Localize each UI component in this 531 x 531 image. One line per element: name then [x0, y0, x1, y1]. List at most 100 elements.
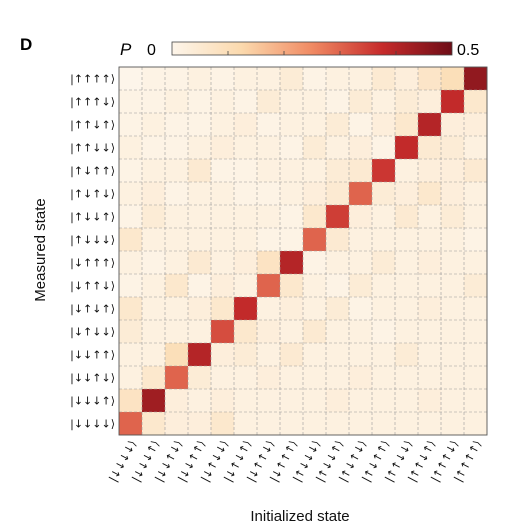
heatmap-cell	[257, 366, 281, 390]
heatmap-cell	[349, 366, 373, 390]
heatmap-cell	[142, 159, 166, 183]
heatmap-cell	[234, 343, 258, 367]
heatmap-cell	[395, 343, 419, 367]
heatmap-cell	[280, 320, 304, 344]
heatmap-cell	[326, 343, 350, 367]
heatmap-cell	[349, 412, 373, 436]
heatmap-cell	[234, 182, 258, 206]
heatmap-cell	[326, 136, 350, 160]
heatmap-cell	[165, 389, 189, 413]
heatmap-cell	[395, 67, 419, 91]
y-tick-labels: |↑↑↑↑⟩ |↑↑↑↓⟩ |↑↑↓↑⟩ |↑↑↓↓⟩ |↑↓↑↑⟩ |↑↓↑↓⟩ |↑↓↓…	[70, 73, 115, 431]
heatmap-cell	[119, 159, 143, 183]
heatmap-cell	[464, 67, 488, 91]
heatmap-cell	[303, 228, 327, 252]
heatmap-cell	[303, 412, 327, 436]
heatmap-cell	[188, 412, 212, 436]
heatmap-cell	[372, 67, 396, 91]
heatmap-cell	[464, 136, 488, 160]
heatmap-cell	[142, 67, 166, 91]
heatmap-cell	[188, 205, 212, 229]
heatmap-cell	[211, 67, 235, 91]
heatmap-cell	[303, 320, 327, 344]
heatmap-cell	[349, 159, 373, 183]
heatmap-cell	[257, 205, 281, 229]
heatmap-cell	[418, 366, 442, 390]
heatmap-cell	[257, 320, 281, 344]
heatmap-cell	[211, 90, 235, 114]
heatmap-cell	[280, 159, 304, 183]
heatmap-cell	[211, 320, 235, 344]
heatmap-cell	[188, 343, 212, 367]
heatmap-cell	[188, 297, 212, 321]
heatmap-cell	[142, 205, 166, 229]
heatmap-cell	[395, 205, 419, 229]
heatmap-cell	[418, 228, 442, 252]
heatmap-cell	[211, 159, 235, 183]
heatmap-cell	[119, 182, 143, 206]
heatmap-cell	[142, 297, 166, 321]
heatmap-cell	[234, 228, 258, 252]
heatmap-cell	[165, 320, 189, 344]
heatmap-cell	[142, 274, 166, 298]
heatmap-cell	[418, 159, 442, 183]
heatmap-cell	[326, 297, 350, 321]
heatmap-cell	[326, 412, 350, 436]
heatmap-cell	[280, 343, 304, 367]
heatmap-cell	[165, 412, 189, 436]
heatmap-cell	[165, 90, 189, 114]
heatmap-cell	[257, 343, 281, 367]
heatmap-cell	[349, 320, 373, 344]
colorbar-ticks	[227, 51, 397, 55]
y-tick-label: |↓↓↓↑⟩	[70, 395, 115, 408]
heatmap-cell	[395, 389, 419, 413]
heatmap-cell	[257, 274, 281, 298]
heatmap-cell	[326, 67, 350, 91]
heatmap-cell	[326, 274, 350, 298]
heatmap-cell	[418, 297, 442, 321]
heatmap-cell	[142, 366, 166, 390]
heatmap-cell	[257, 136, 281, 160]
y-tick-label: |↑↓↑↓⟩	[70, 188, 115, 201]
heatmap-cells	[119, 67, 488, 436]
heatmap-cell	[395, 228, 419, 252]
heatmap-cell	[165, 274, 189, 298]
heatmap-cell	[303, 343, 327, 367]
heatmap-cell	[441, 320, 465, 344]
heatmap-cell	[211, 343, 235, 367]
heatmap-cell	[372, 297, 396, 321]
heatmap-cell	[234, 205, 258, 229]
heatmap-cell	[418, 136, 442, 160]
heatmap-cell	[464, 113, 488, 137]
plot-frame	[118, 66, 488, 436]
heatmap-cell	[395, 90, 419, 114]
heatmap-cell	[234, 389, 258, 413]
heatmap-cell	[441, 159, 465, 183]
y-axis-title: Measured state	[32, 198, 49, 301]
heatmap-cell	[280, 274, 304, 298]
heatmap-cell	[142, 113, 166, 137]
heatmap-cell	[257, 251, 281, 275]
heatmap-cell	[441, 297, 465, 321]
heatmap-cell	[188, 67, 212, 91]
heatmap-cell	[349, 182, 373, 206]
y-tick-label: |↓↓↑↓⟩	[70, 372, 115, 385]
heatmap-cell	[441, 90, 465, 114]
heatmap-cell	[188, 136, 212, 160]
y-tick-label: |↑↓↓↓⟩	[70, 234, 115, 247]
heatmap-cell	[280, 228, 304, 252]
heatmap-cell	[188, 251, 212, 275]
heatmap-cell	[234, 113, 258, 137]
heatmap-cell	[234, 251, 258, 275]
heatmap-cell	[165, 136, 189, 160]
heatmap-cell	[119, 389, 143, 413]
heatmap-cell	[257, 90, 281, 114]
heatmap-cell	[372, 343, 396, 367]
heatmap-cell	[418, 389, 442, 413]
heatmap-cell	[464, 205, 488, 229]
heatmap-cell	[119, 320, 143, 344]
heatmap-cell	[165, 297, 189, 321]
heatmap-cell	[188, 389, 212, 413]
heatmap-cell	[464, 274, 488, 298]
heatmap-cell	[349, 205, 373, 229]
